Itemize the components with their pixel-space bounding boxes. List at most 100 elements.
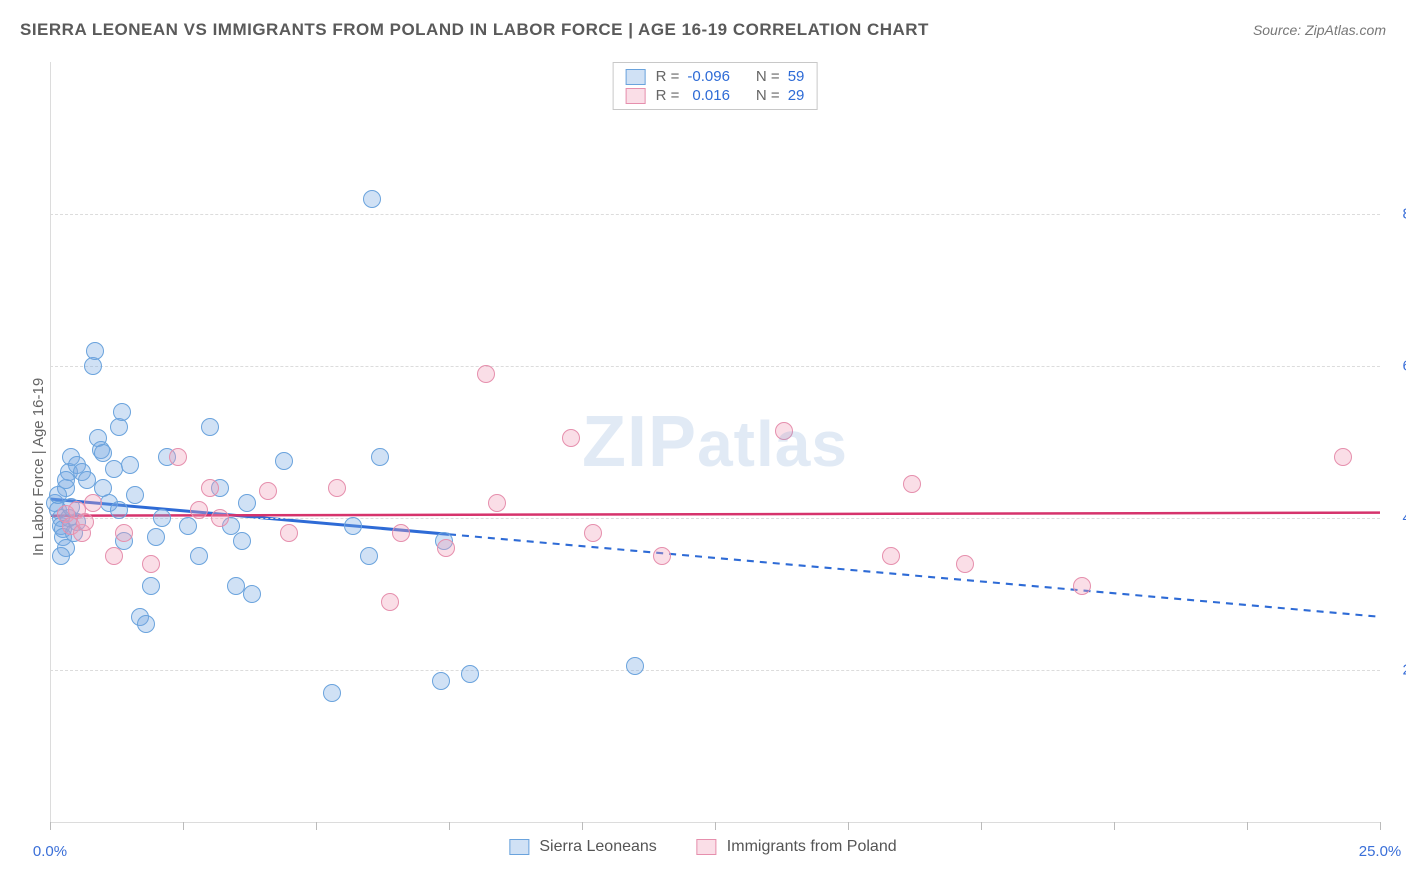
data-point-poland <box>190 501 208 519</box>
y-tick-label: 40.0% <box>1385 510 1406 527</box>
gridline <box>50 518 1380 519</box>
watermark: ZIPatlas <box>582 401 848 483</box>
stat-r-value-poland: 0.016 <box>683 86 734 105</box>
data-point-poland <box>381 593 399 611</box>
stat-n-label: N = <box>752 67 784 86</box>
data-point-poland <box>105 547 123 565</box>
data-point-sierra <box>243 585 261 603</box>
x-tick <box>50 822 51 830</box>
x-tick <box>582 822 583 830</box>
data-point-sierra <box>153 509 171 527</box>
data-point-poland <box>1334 448 1352 466</box>
legend-label-poland: Immigrants from Poland <box>727 838 897 856</box>
data-point-sierra <box>52 547 70 565</box>
data-point-sierra <box>113 403 131 421</box>
data-point-sierra <box>275 452 293 470</box>
trend-lines <box>50 62 1380 822</box>
data-point-poland <box>437 539 455 557</box>
series-legend: Sierra Leoneans Immigrants from Poland <box>509 838 896 856</box>
chart-header: SIERRA LEONEAN VS IMMIGRANTS FROM POLAND… <box>20 20 1386 40</box>
y-tick-label: 60.0% <box>1385 358 1406 375</box>
legend-item-sierra: Sierra Leoneans <box>509 838 656 856</box>
data-point-poland <box>280 524 298 542</box>
data-point-poland <box>956 555 974 573</box>
data-point-poland <box>328 479 346 497</box>
x-tick <box>1247 822 1248 830</box>
trend-dashed-sierra <box>449 534 1380 616</box>
data-point-sierra <box>323 684 341 702</box>
data-point-sierra <box>626 657 644 675</box>
data-point-poland <box>169 448 187 466</box>
x-tick <box>1380 822 1381 830</box>
data-point-sierra <box>110 501 128 519</box>
chart-title: SIERRA LEONEAN VS IMMIGRANTS FROM POLAND… <box>20 20 929 40</box>
legend-item-poland: Immigrants from Poland <box>697 838 897 856</box>
x-tick <box>449 822 450 830</box>
gridline <box>50 366 1380 367</box>
data-point-sierra <box>86 342 104 360</box>
data-point-sierra <box>371 448 389 466</box>
legend-swatch-sierra <box>626 69 646 85</box>
stats-legend: R = -0.096 N = 59 R = 0.016 N = 29 <box>613 62 818 110</box>
data-point-sierra <box>49 486 67 504</box>
data-point-sierra <box>84 357 102 375</box>
trend-solid-poland <box>50 513 1380 516</box>
legend-label-sierra: Sierra Leoneans <box>539 838 656 856</box>
data-point-sierra <box>110 418 128 436</box>
x-tick-label: 25.0% <box>1359 843 1402 860</box>
data-point-poland <box>584 524 602 542</box>
stat-r-label: R = <box>652 67 684 86</box>
chart-source: Source: ZipAtlas.com <box>1253 22 1386 38</box>
stat-r-label: R = <box>652 86 684 105</box>
x-tick-label: 0.0% <box>33 843 67 860</box>
data-point-poland <box>259 482 277 500</box>
data-point-poland <box>76 513 94 531</box>
data-point-poland <box>477 365 495 383</box>
data-point-sierra <box>432 672 450 690</box>
legend-swatch-sierra <box>509 839 529 855</box>
y-axis <box>50 62 51 822</box>
data-point-sierra <box>179 517 197 535</box>
plot-area: ZIPatlas R = -0.096 N = 59 R = 0.016 N =… <box>50 62 1380 822</box>
stat-n-value-poland: 29 <box>784 86 809 105</box>
data-point-poland <box>115 524 133 542</box>
stat-r-value-sierra: -0.096 <box>683 67 734 86</box>
data-point-poland <box>211 509 229 527</box>
data-point-poland <box>562 429 580 447</box>
data-point-sierra <box>201 418 219 436</box>
data-point-sierra <box>121 456 139 474</box>
data-point-sierra <box>137 615 155 633</box>
data-point-sierra <box>360 547 378 565</box>
data-point-poland <box>142 555 160 573</box>
data-point-poland <box>882 547 900 565</box>
x-tick <box>1114 822 1115 830</box>
legend-swatch-poland <box>697 839 717 855</box>
x-tick <box>848 822 849 830</box>
gridline <box>50 670 1380 671</box>
data-point-sierra <box>238 494 256 512</box>
data-point-sierra <box>126 486 144 504</box>
data-point-sierra <box>142 577 160 595</box>
gridline <box>50 214 1380 215</box>
data-point-poland <box>392 524 410 542</box>
data-point-poland <box>903 475 921 493</box>
data-point-sierra <box>147 528 165 546</box>
data-point-poland <box>1073 577 1091 595</box>
stat-n-label: N = <box>752 86 784 105</box>
data-point-poland <box>653 547 671 565</box>
stat-n-value-sierra: 59 <box>784 67 809 86</box>
data-point-sierra <box>461 665 479 683</box>
data-point-sierra <box>233 532 251 550</box>
legend-swatch-poland <box>626 88 646 104</box>
x-tick <box>183 822 184 830</box>
y-axis-label: In Labor Force | Age 16-19 <box>30 378 47 556</box>
y-tick-label: 80.0% <box>1385 206 1406 223</box>
data-point-poland <box>84 494 102 512</box>
data-point-poland <box>775 422 793 440</box>
data-point-poland <box>201 479 219 497</box>
x-tick <box>981 822 982 830</box>
x-tick <box>316 822 317 830</box>
data-point-poland <box>488 494 506 512</box>
y-tick-label: 20.0% <box>1385 662 1406 679</box>
data-point-sierra <box>344 517 362 535</box>
